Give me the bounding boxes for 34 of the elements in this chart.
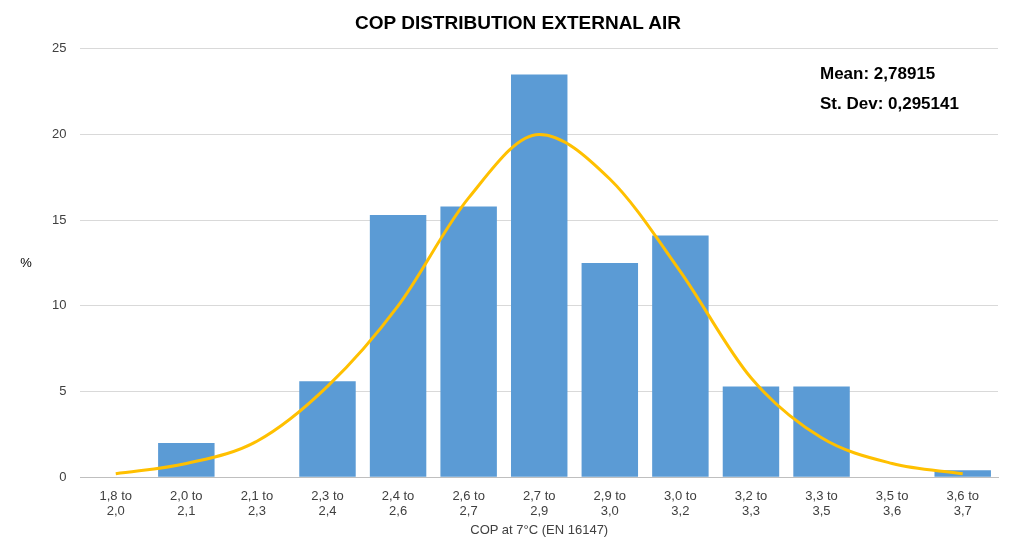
x-tick-label: 3,3 to 3,5 xyxy=(805,487,838,519)
bar xyxy=(722,386,780,477)
y-axis-title: % xyxy=(20,254,33,270)
y-tick-label: 15 xyxy=(51,211,67,227)
x-tick-label: 2,7 to 2,9 xyxy=(522,487,556,519)
x-tick-label: 2,6 to 2,7 xyxy=(452,487,485,519)
x-tick-label: 2,1 to 2,3 xyxy=(240,487,274,519)
x-tick-label: 3,2 to 3,3 xyxy=(734,487,768,519)
bar xyxy=(581,263,639,477)
annotation: Mean: 2,78915 xyxy=(820,64,936,84)
x-tick-label: 2,4 to 2,6 xyxy=(381,487,415,519)
x-tick-label: 1,8 to 2,0 xyxy=(99,487,133,519)
x-tick-label: 3,0 to 3,2 xyxy=(664,487,697,519)
chart-title: COP DISTRIBUTION EXTERNAL AIR xyxy=(355,11,682,33)
bar xyxy=(793,386,850,477)
x-tick-label: 2,3 to 2,4 xyxy=(311,487,344,519)
x-tick-label: 2,9 to 3,0 xyxy=(593,487,627,519)
y-tick-label: 10 xyxy=(51,297,67,313)
bar xyxy=(299,381,356,477)
x-tick-label: 3,5 to 3,6 xyxy=(875,487,909,519)
y-tick-label: 25 xyxy=(51,40,67,56)
y-tick-label: 5 xyxy=(59,383,67,399)
x-axis-title: COP at 7°C (EN 16147) xyxy=(470,521,609,537)
bar xyxy=(369,215,427,477)
annotation: St. Dev: 0,295141 xyxy=(820,94,959,114)
y-tick-label: 20 xyxy=(51,126,67,142)
y-tick-label: 0 xyxy=(59,468,67,484)
bar xyxy=(158,442,215,477)
x-tick-label: 3,6 to 3,7 xyxy=(946,487,979,519)
bar xyxy=(652,235,709,477)
line-series xyxy=(114,132,965,476)
bar xyxy=(511,74,568,477)
x-tick-label: 2,0 to 2,1 xyxy=(170,487,203,519)
bar xyxy=(440,206,497,477)
